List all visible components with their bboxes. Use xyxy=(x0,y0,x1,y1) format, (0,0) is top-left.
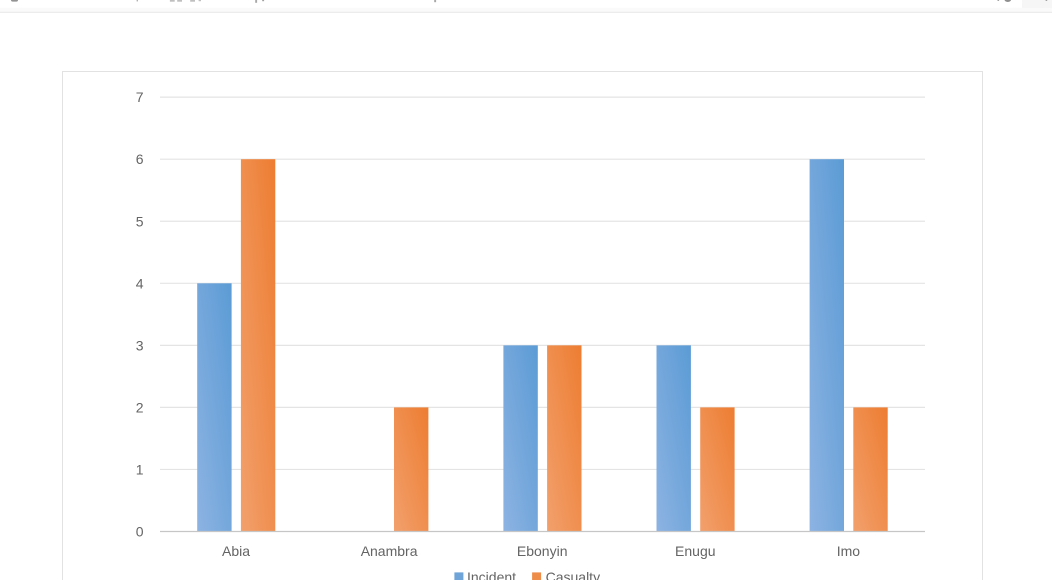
svg-text:2: 2 xyxy=(136,399,144,415)
svg-text:7: 7 xyxy=(136,89,144,105)
svg-text:Incident: Incident xyxy=(467,569,516,580)
svg-text:Casualty: Casualty xyxy=(546,569,600,580)
svg-text:4: 4 xyxy=(136,275,144,291)
svg-text:0: 0 xyxy=(136,524,144,540)
svg-text:1: 1 xyxy=(136,462,144,478)
svg-text:3: 3 xyxy=(136,337,144,353)
svg-text:6: 6 xyxy=(136,151,144,167)
svg-text:Imo: Imo xyxy=(837,543,861,559)
svg-text:Anambra: Anambra xyxy=(361,543,418,559)
svg-text:Abia: Abia xyxy=(222,543,250,559)
svg-text:5: 5 xyxy=(136,213,144,229)
svg-text:Enugu: Enugu xyxy=(675,543,715,559)
svg-text:Ebonyin: Ebonyin xyxy=(517,543,568,559)
